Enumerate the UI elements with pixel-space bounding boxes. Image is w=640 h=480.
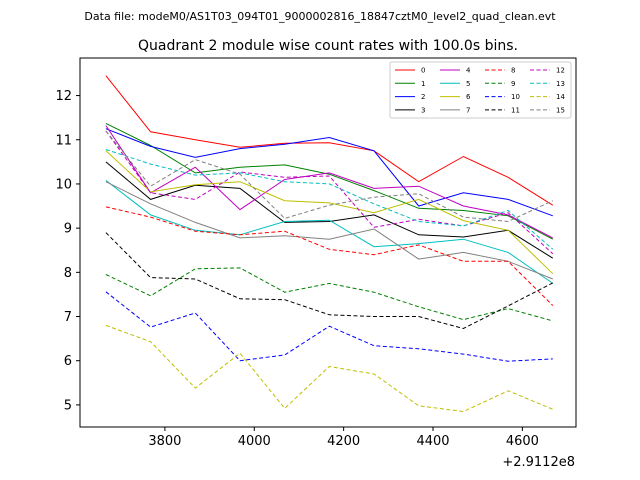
x-axis-offset-label: +2.9112e8 <box>502 455 575 470</box>
series-line-3 <box>105 161 554 259</box>
legend-label-15: 15 <box>556 106 565 114</box>
x-tick-label: 4400 <box>416 434 449 449</box>
legend-label-9: 9 <box>511 80 515 88</box>
series-line-5 <box>105 180 554 284</box>
legend-label-13: 13 <box>556 80 565 88</box>
series-line-0 <box>105 75 554 206</box>
series-line-1 <box>105 122 554 240</box>
legend-label-1: 1 <box>421 80 425 88</box>
series-line-6 <box>105 150 554 275</box>
legend-label-5: 5 <box>466 80 470 88</box>
series-line-9 <box>105 267 553 322</box>
legend-box <box>389 61 572 119</box>
series-line-7 <box>105 181 553 280</box>
y-tick-label: 5 <box>64 398 72 413</box>
x-tick-label: 4200 <box>327 434 360 449</box>
series-line-8 <box>105 206 554 306</box>
y-tick-label: 8 <box>64 266 72 281</box>
y-tick-label: 11 <box>55 133 72 148</box>
y-tick-label: 10 <box>55 177 72 192</box>
legend-label-12: 12 <box>556 67 565 75</box>
legend-label-3: 3 <box>421 106 425 114</box>
series-line-12 <box>105 130 554 255</box>
series-line-15 <box>105 130 554 223</box>
series-line-4 <box>105 125 554 239</box>
series-line-10 <box>105 291 553 362</box>
y-tick-label: 12 <box>55 89 72 104</box>
series-line-11 <box>105 232 554 330</box>
chart-title: Quadrant 2 module wise count rates with … <box>138 38 518 54</box>
series-line-13 <box>105 149 554 250</box>
legend-label-14: 14 <box>556 93 565 101</box>
x-tick-label: 4600 <box>506 434 539 449</box>
legend-label-6: 6 <box>466 93 471 101</box>
series-line-14 <box>105 324 553 413</box>
data-file-caption: Data file: modeM0/AS1T03_094T01_90000028… <box>84 10 556 23</box>
legend-label-2: 2 <box>421 93 425 101</box>
legend-label-10: 10 <box>511 93 520 101</box>
y-tick-label: 7 <box>64 310 72 325</box>
x-tick-label: 3800 <box>148 434 181 449</box>
y-tick-label: 9 <box>64 222 72 237</box>
legend-label-11: 11 <box>511 106 520 114</box>
y-tick-label: 6 <box>64 354 72 369</box>
x-tick-label: 4000 <box>238 434 271 449</box>
legend-label-0: 0 <box>421 67 425 75</box>
series-line-2 <box>105 128 553 217</box>
plot-area: 3800 4000 4200 4400 460056789101112012345678… <box>55 57 577 449</box>
legend-label-8: 8 <box>511 67 515 75</box>
legend-label-4: 4 <box>466 67 471 75</box>
legend-label-7: 7 <box>466 106 470 114</box>
axes-frame <box>79 57 577 428</box>
